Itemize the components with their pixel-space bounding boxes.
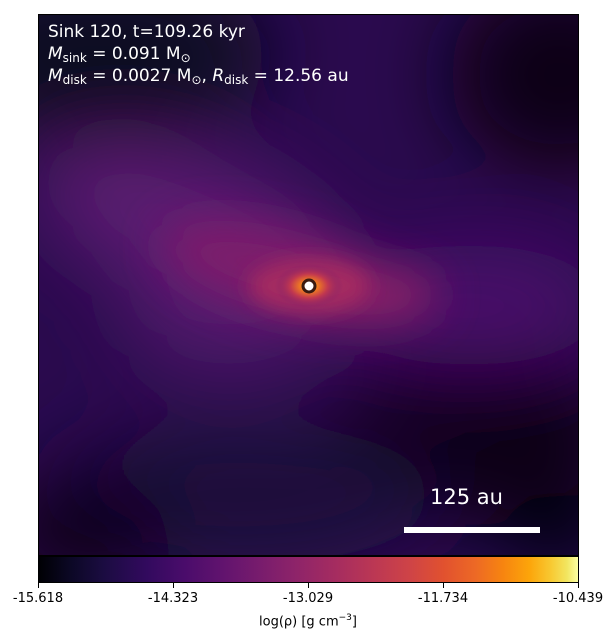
sink-mass-label: Msink = 0.091 M⊙ <box>48 44 191 65</box>
scalebar <box>404 527 540 533</box>
disk-properties-label: Mdisk = 0.0027 M⊙, Rdisk = 12.56 au <box>48 66 349 87</box>
sink-time-label: Sink 120, t=109.26 kyr <box>48 22 245 42</box>
colorbar-tick <box>38 583 39 588</box>
colorbar-axis-label: log(ρ) [g cm−3] <box>259 613 357 630</box>
colorbar-tick <box>173 583 174 588</box>
colorbar-tick <box>443 583 444 588</box>
density-map-panel: Sink 120, t=109.26 kyr Msink = 0.091 M⊙ … <box>38 14 579 556</box>
density-map-image <box>39 15 578 555</box>
colorbar-tick-label: -14.323 <box>147 591 199 606</box>
scalebar-label: 125 au <box>430 485 503 509</box>
colorbar-tick-label: -15.618 <box>12 591 64 606</box>
colorbar-tick-label: -10.439 <box>552 591 604 606</box>
colorbar-tick-label: -13.029 <box>282 591 334 606</box>
colorbar-tick <box>308 583 309 588</box>
colorbar-tick-label: -11.734 <box>417 591 469 606</box>
colorbar <box>38 556 579 583</box>
colorbar-tick <box>578 583 579 588</box>
